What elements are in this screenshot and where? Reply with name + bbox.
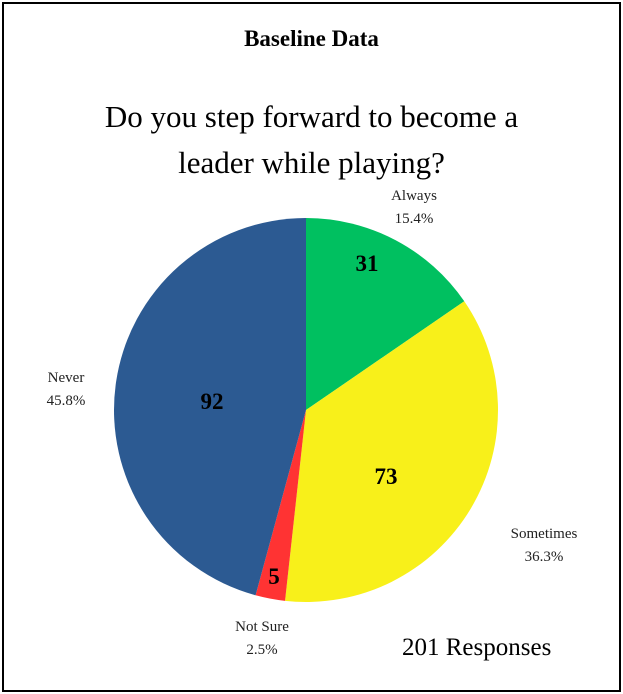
pie-slice-not-sure — [255, 410, 306, 601]
percent-label-always: 15.4% — [395, 211, 434, 227]
pie-slice-sometimes — [285, 301, 499, 602]
responses-count: 201 Responses — [402, 634, 552, 661]
chart-title-line-2: leader while playing? — [178, 145, 445, 180]
pie-slice-always — [306, 218, 465, 410]
chart-title-line-1: Do you step forward to become a — [104, 99, 519, 134]
category-label-not-sure: Not Sure — [235, 619, 289, 635]
value-label-always: 31 — [356, 251, 379, 276]
value-label-sometimes: 73 — [375, 464, 398, 489]
category-label-always: Always — [391, 188, 437, 204]
percent-label-never: 45.8% — [47, 393, 86, 409]
category-label-sometimes: Sometimes — [511, 526, 578, 542]
pie-chart: 31 Always 15.4% 73 Sometimes 36.3% 5 Not Sure 2.… — [47, 188, 578, 658]
chart-title: Do you step forward to become a leader w… — [4, 94, 619, 186]
header-title: Baseline Data — [244, 26, 379, 51]
percent-label-sometimes: 36.3% — [525, 549, 564, 565]
value-label-not-sure: 5 — [268, 564, 280, 589]
pie-slice-never — [114, 218, 307, 596]
value-label-never: 92 — [201, 389, 224, 414]
category-label-never: Never — [48, 370, 85, 386]
percent-label-not-sure: 2.5% — [246, 642, 277, 658]
